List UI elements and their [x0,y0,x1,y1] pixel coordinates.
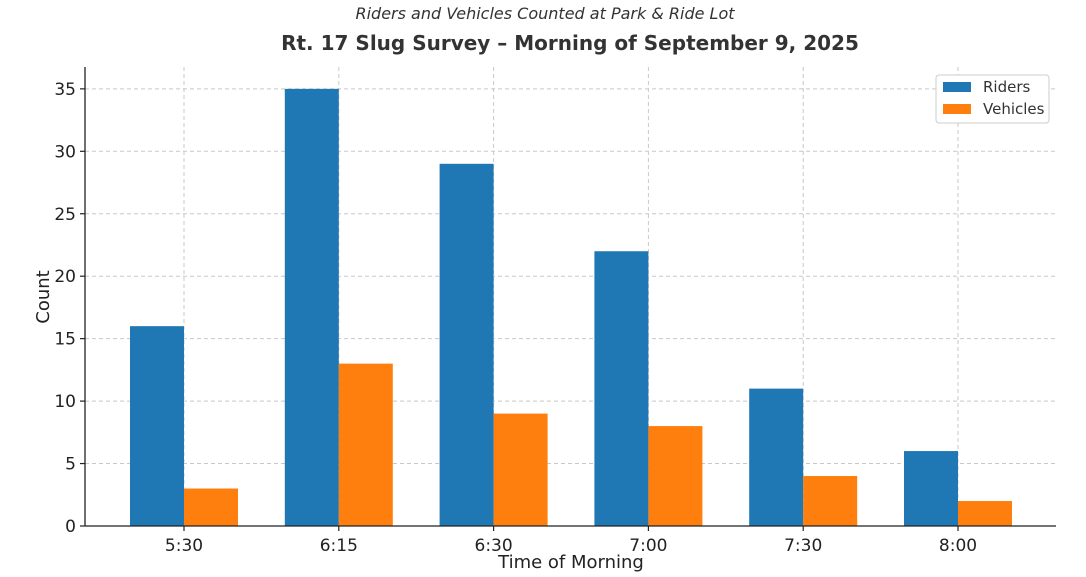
bar-riders-730 [749,388,804,526]
grid-lines [85,67,1056,526]
x-tick-label: 6:15 [320,536,358,556]
bar-vehicles-630 [493,413,548,526]
y-tick-label: 25 [54,205,76,225]
bar-riders-800 [904,451,958,526]
y-tick-label: 10 [54,392,76,412]
x-tick-label: 8:00 [939,536,977,556]
bar-vehicles-615 [338,363,393,526]
bars [130,88,1012,527]
y-tick-label: 5 [65,455,76,475]
y-tick-label: 35 [54,80,76,100]
legend-label-riders: Riders [983,78,1031,96]
bar-riders-530 [130,326,184,526]
axes [84,67,1056,527]
x-tick-label: 6:30 [475,536,513,556]
legend-swatch-riders [943,82,971,92]
y-tick-label: 20 [54,267,76,287]
x-tick-label: 5:30 [165,536,203,556]
y-tick-label: 30 [54,142,76,162]
legend: Riders Vehicles [935,74,1050,124]
bar-riders-700 [594,251,649,526]
y-ticks: 0 5 10 15 20 25 30 35 [54,80,85,537]
chart-subtitle: Riders and Vehicles Counted at Park & Ri… [355,4,735,23]
x-ticks: 5:30 6:15 6:30 7:00 7:30 8:00 [165,526,977,556]
bar-vehicles-700 [648,426,703,526]
y-tick-label: 0 [65,517,76,537]
x-axis-label: Time of Morning [497,552,644,573]
bar-riders-615 [284,88,339,526]
x-tick-label: 7:00 [629,536,667,556]
legend-swatch-vehicles [943,104,971,114]
bar-vehicles-800 [958,501,1012,526]
x-tick-label: 7:30 [784,536,822,556]
bar-vehicles-730 [803,476,858,526]
y-tick-label: 15 [54,330,76,350]
y-axis-label: Count [33,270,54,323]
chart-title: Rt. 17 Slug Survey – Morning of Septembe… [281,31,859,55]
bar-riders-630 [439,163,494,527]
legend-label-vehicles: Vehicles [983,100,1045,118]
bar-vehicles-530 [184,488,238,526]
